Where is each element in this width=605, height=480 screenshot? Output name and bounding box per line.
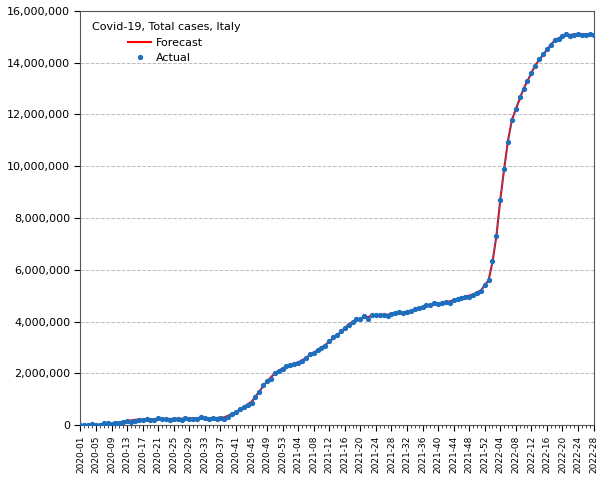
Actual (77, 422, 84, 428)
Forecast (571, 32, 578, 37)
Actual (404, 309, 411, 315)
Forecast (77, 422, 84, 428)
Legend: Forecast, Actual: Forecast, Actual (86, 16, 246, 69)
Forecast (431, 301, 438, 307)
Forecast (112, 420, 119, 426)
Forecast (590, 31, 597, 37)
Actual (567, 33, 574, 38)
Actual (80, 422, 88, 428)
Forecast (578, 31, 586, 37)
Actual (578, 32, 586, 37)
Actual (419, 304, 426, 310)
Forecast (399, 310, 407, 315)
Actual (434, 301, 442, 307)
Line: Actual: Actual (79, 32, 595, 427)
Actual (563, 31, 570, 36)
Line: Forecast: Forecast (80, 34, 594, 425)
Actual (590, 32, 597, 38)
Actual (116, 420, 123, 426)
Forecast (559, 34, 566, 40)
Forecast (415, 305, 422, 311)
